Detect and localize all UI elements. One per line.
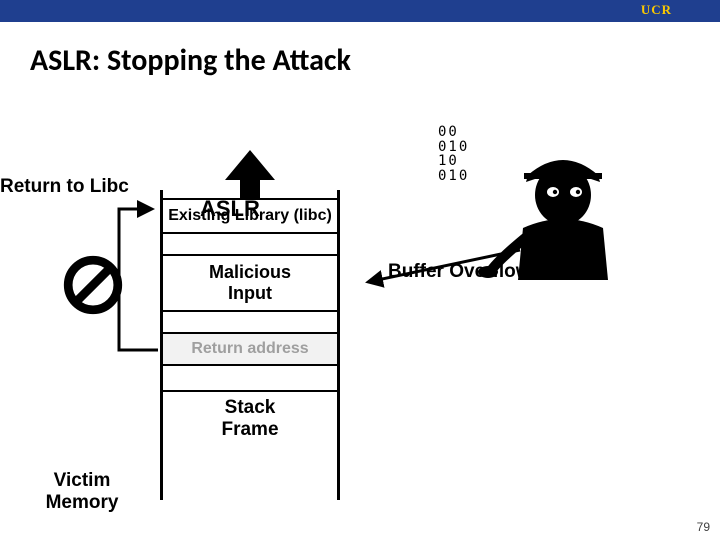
slide-title: ASLR: Stopping the Attack [30, 42, 351, 79]
stack-row-frame: Stack Frame [163, 390, 337, 446]
stack-border-right [337, 190, 340, 500]
aslr-label: ASLR [200, 196, 260, 222]
ucr-badge: UCR [641, 2, 672, 18]
stack-row-malicious: Malicious Input [163, 254, 337, 312]
binary-digits: 00 010 10 010 [438, 125, 469, 184]
return-address-text: Return address [191, 338, 308, 360]
frame-text: Stack Frame [221, 395, 278, 443]
prohibition-icon [62, 254, 124, 316]
return-to-libc-label: Return to Libc [0, 176, 129, 198]
slide-root: UCR ASLR: Stopping the Attack Return to … [0, 0, 720, 540]
attacker-icon [468, 120, 638, 280]
victim-memory-label: Victim Memory [22, 470, 142, 514]
stack-row-return-address: Return address [163, 332, 337, 366]
return-to-libc-arrow [119, 209, 158, 350]
aslr-up-arrow-icon [225, 150, 275, 200]
malicious-text: Malicious Input [209, 260, 291, 306]
top-bar [0, 0, 720, 22]
page-number: 79 [697, 520, 710, 534]
